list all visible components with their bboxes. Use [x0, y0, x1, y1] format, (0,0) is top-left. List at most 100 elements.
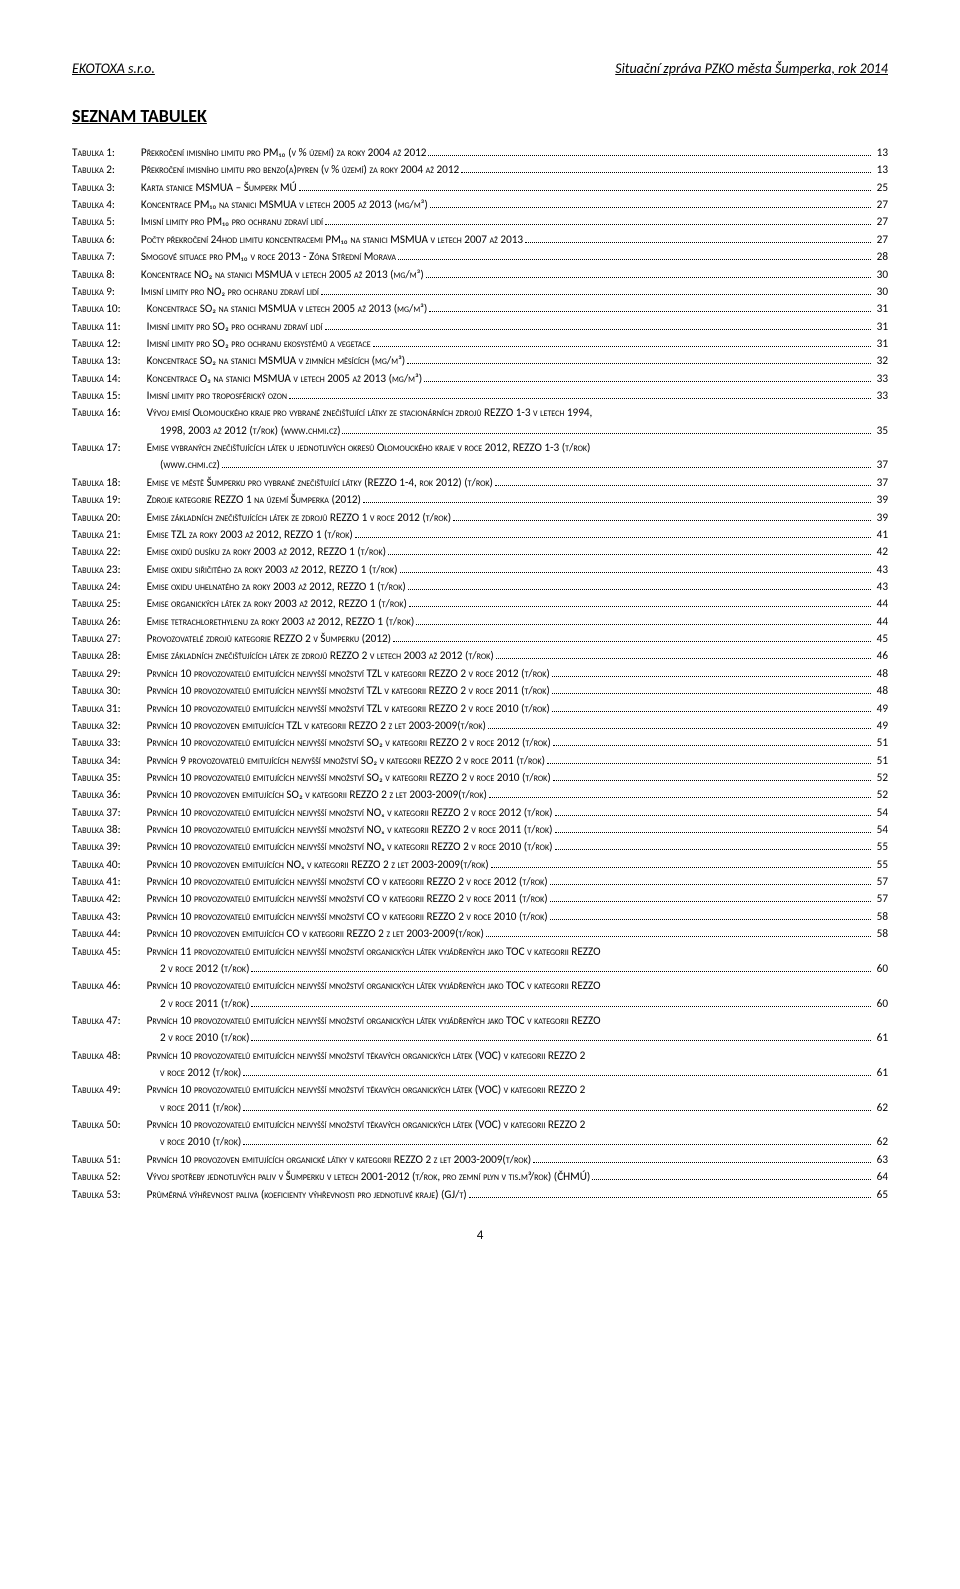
toc-page: 27: [873, 232, 888, 249]
toc-leader: [393, 641, 871, 642]
toc-entry: Tabulka 23:Emise oxidu siřičitého za rok…: [72, 562, 888, 579]
toc-leader: [429, 311, 870, 312]
toc-page: 31: [873, 319, 888, 336]
toc-entry: Tabulka 8:Koncentrace NO₂ na stanici MSM…: [72, 267, 888, 284]
toc-leader: [321, 294, 871, 295]
toc-leader: [408, 589, 871, 590]
toc-label: Tabulka 24:: [72, 579, 125, 596]
toc-label: Tabulka 25:: [72, 596, 125, 613]
toc-leader: [491, 867, 871, 868]
toc-leader: [388, 554, 871, 555]
toc-leader: [489, 797, 871, 798]
toc-label: Tabulka 28:: [72, 648, 125, 665]
toc-text: Prvních 10 provozovatelů emitujících nej…: [147, 839, 553, 856]
toc-page: 41: [873, 527, 888, 544]
toc-leader: [495, 485, 871, 486]
toc-page: 31: [873, 301, 888, 318]
toc-text: Prvních 10 provozovatelů emitujících nej…: [147, 978, 601, 995]
toc-entry: Tabulka 27:Provozovatelé zdrojů kategori…: [72, 631, 888, 648]
toc-entry: 2 v roce 2010 (t/rok) 61: [72, 1030, 888, 1047]
toc-text: Průměrná výhřevnost paliva (koeficienty …: [147, 1187, 467, 1204]
toc-label: Tabulka 18:: [72, 475, 125, 492]
toc-label: Tabulka 49:: [72, 1082, 125, 1099]
toc-page: 58: [873, 909, 888, 926]
toc-entry: Tabulka 48:Prvních 10 provozovatelů emit…: [72, 1048, 888, 1065]
toc-text: Prvních 10 provozovatelů emitujících nej…: [147, 874, 548, 891]
toc-entry: Tabulka 40:Prvních 10 provozoven emitují…: [72, 857, 888, 874]
toc-leader: [243, 1075, 870, 1076]
toc-text: Překročení imisního limitu pro benzo(a)p…: [141, 162, 459, 179]
toc-label: Tabulka 22:: [72, 544, 125, 561]
toc-page: 62: [873, 1100, 888, 1117]
toc-entry: Tabulka 17:Emise vybraných znečišťujícíc…: [72, 440, 888, 457]
toc-leader: [496, 658, 871, 659]
toc-leader: [251, 1040, 870, 1041]
toc-page: 33: [873, 388, 888, 405]
toc-text: Prvních 10 provozoven emitujících SO₂ v …: [147, 787, 487, 804]
toc-entry: Tabulka 6:Počty překročení 24hod limitu …: [72, 232, 888, 249]
toc-label: Tabulka 47:: [72, 1013, 125, 1030]
toc-entry: Tabulka 12:Imisní limity pro SO₂ pro och…: [72, 336, 888, 353]
toc-leader: [424, 381, 871, 382]
toc-entry: Tabulka 9:Imisní limity pro NO₂ pro ochr…: [72, 284, 888, 301]
toc-label: Tabulka 19:: [72, 492, 125, 509]
toc-label: Tabulka 20:: [72, 510, 125, 527]
toc-label: Tabulka 11:: [72, 319, 125, 336]
toc-entry: 2 v roce 2011 (t/rok)60: [72, 996, 888, 1013]
toc-text: Emise ve městě Šumperku pro vybrané zneč…: [147, 475, 493, 492]
toc-label: Tabulka 35:: [72, 770, 125, 787]
toc-leader: [553, 745, 871, 746]
toc-text: Imisní limity pro troposférický ozon: [147, 388, 287, 405]
toc-entry: Tabulka 29:Prvních 10 provozovatelů emit…: [72, 666, 888, 683]
toc-leader: [400, 572, 871, 573]
toc-page: 49: [873, 701, 888, 718]
toc-leader: [342, 433, 870, 434]
toc-text: Prvních 10 provozovatelů emitujících nej…: [147, 683, 550, 700]
toc-text: Prvních 10 provozovatelů emitujících nej…: [147, 770, 551, 787]
toc-label: Tabulka 13:: [72, 353, 125, 370]
toc-leader: [407, 363, 870, 364]
toc-entry: Tabulka 37:Prvních 10 provozovatelů emit…: [72, 805, 888, 822]
toc-entry: Tabulka 31:Prvních 10 provozovatelů emit…: [72, 701, 888, 718]
toc-leader: [325, 329, 871, 330]
toc-label: Tabulka 2:: [72, 162, 119, 179]
toc-leader: [552, 693, 871, 694]
toc-page: 61: [873, 1030, 888, 1047]
toc-leader: [398, 259, 871, 260]
toc-page: 43: [873, 562, 888, 579]
toc-text: Prvních 10 provozovatelů emitujících nej…: [147, 1082, 586, 1099]
toc-text: Vývoj emisí Olomouckého kraje pro vybran…: [147, 405, 593, 422]
toc-leader: [222, 467, 871, 468]
toc-text: Emise organických látek za roky 2003 až …: [147, 596, 407, 613]
toc-entry: Tabulka 22: Emise oxidů dusíku za roky 20…: [72, 544, 888, 561]
toc-entry: Tabulka 44:Prvních 10 provozoven emitují…: [72, 926, 888, 943]
toc-entry: Tabulka 21:Emise TZL za roky 2003 až 201…: [72, 527, 888, 544]
toc-text: Prvních 10 provozoven emitujících NOₓ v …: [147, 857, 489, 874]
toc-page: 65: [873, 1187, 888, 1204]
toc-entry: (www.chmi.cz)37: [72, 457, 888, 474]
toc-text: Emise oxidů dusíku za roky 2003 až 2012,…: [147, 544, 387, 561]
toc-page: 60: [873, 996, 888, 1013]
toc-label: Tabulka 48:: [72, 1048, 125, 1065]
toc-text: Emise základních znečišťujících látek ze…: [147, 648, 494, 665]
toc-label: Tabulka 12:: [72, 336, 125, 353]
toc-entry: Tabulka 4:Koncentrace PM₁₀ na stanici MS…: [72, 197, 888, 214]
toc-text: Prvních 10 provozovatelů emitujících nej…: [147, 1117, 586, 1134]
toc-text: Počty překročení 24hod limitu koncentrac…: [141, 232, 523, 249]
toc-label: Tabulka 8:: [72, 267, 119, 284]
toc-label: Tabulka 44:: [72, 926, 125, 943]
toc-text: Prvních 10 provozovatelů emitujících nej…: [147, 1013, 601, 1030]
toc-page: 27: [873, 214, 888, 231]
toc-page: 48: [873, 683, 888, 700]
toc-page: 62: [873, 1134, 888, 1151]
toc-label: Tabulka 31:: [72, 701, 125, 718]
toc-text: 2 v roce 2010 (t/rok): [160, 1030, 249, 1047]
header-left: EKOTOXA s.r.o.: [72, 60, 155, 77]
toc-leader: [251, 971, 870, 972]
toc-page: 44: [873, 596, 888, 613]
toc-text: Koncentrace PM₁₀ na stanici MSMUA v lete…: [141, 197, 428, 214]
toc-label: Tabulka 45:: [72, 944, 125, 961]
toc-text: Prvních 11 provozovatelů emitujících nej…: [147, 944, 601, 961]
toc-text: Emise základních znečišťujících látek ze…: [147, 510, 452, 527]
toc-label: Tabulka 5:: [72, 214, 119, 231]
